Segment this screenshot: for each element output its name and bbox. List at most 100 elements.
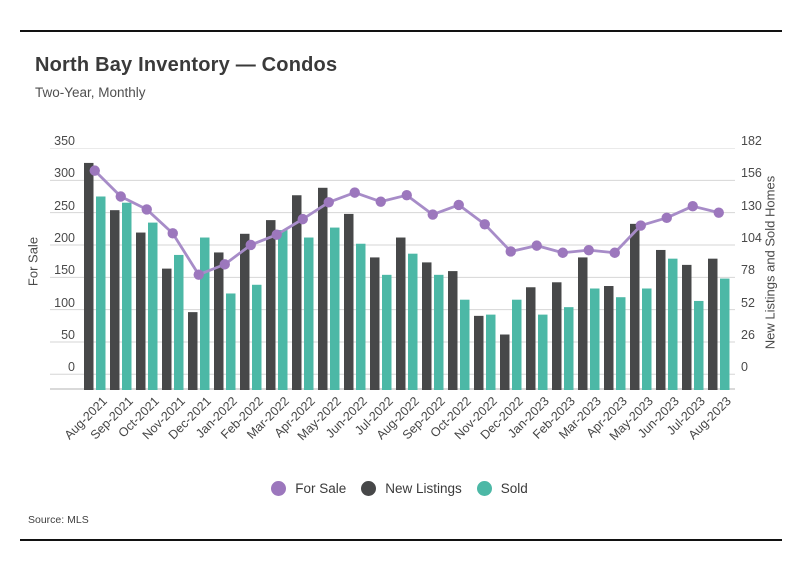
bar-new-listings-Aug-2021 bbox=[84, 162, 94, 390]
bar-sold-Jun-2022 bbox=[356, 243, 366, 390]
bar-sold-May-2022 bbox=[330, 227, 340, 390]
bar-new-listings-Dec-2021 bbox=[188, 312, 198, 390]
bar-new-listings-May-2022 bbox=[318, 187, 328, 390]
bar-new-listings-Feb-2022 bbox=[240, 233, 250, 390]
plot-area bbox=[50, 148, 735, 390]
bar-new-listings-Jan-2022 bbox=[214, 252, 224, 390]
legend-item-new-listings: New Listings bbox=[361, 481, 462, 496]
right-axis-tick-130: 130 bbox=[741, 198, 762, 213]
for-sale-point-Jan-2022 bbox=[219, 259, 230, 270]
bar-new-listings-Jan-2023 bbox=[526, 287, 536, 390]
bar-sold-May-2023 bbox=[642, 288, 652, 390]
source-note: Source: MLS bbox=[28, 514, 89, 526]
bar-sold-Nov-2022 bbox=[486, 314, 496, 390]
legend-label: For Sale bbox=[295, 481, 347, 496]
for-sale-point-Apr-2022 bbox=[297, 213, 308, 225]
bar-sold-Apr-2023 bbox=[616, 297, 626, 390]
bar-sold-Jul-2023 bbox=[694, 300, 704, 390]
for-sale-point-May-2022 bbox=[323, 197, 334, 208]
for-sale-point-Mar-2023 bbox=[583, 244, 594, 256]
for-sale-point-Jun-2023 bbox=[661, 212, 672, 224]
for-sale-point-Sep-2021 bbox=[115, 191, 126, 202]
for-sale-point-Jan-2023 bbox=[531, 240, 542, 251]
bar-new-listings-Nov-2022 bbox=[474, 315, 484, 390]
bottom-rule bbox=[20, 539, 782, 541]
for-sale-point-Oct-2022 bbox=[453, 199, 464, 211]
bar-sold-Nov-2021 bbox=[174, 254, 184, 390]
bar-new-listings-Mar-2022 bbox=[266, 220, 276, 390]
legend-dot bbox=[271, 481, 287, 496]
bar-new-listings-Jul-2023 bbox=[682, 264, 692, 390]
legend-label: Sold bbox=[500, 481, 528, 496]
bar-new-listings-Sep-2021 bbox=[110, 210, 120, 390]
for-sale-point-Jul-2022 bbox=[375, 196, 386, 207]
bar-sold-Oct-2022 bbox=[460, 299, 470, 390]
right-axis-tick-156: 156 bbox=[741, 166, 762, 181]
legend-dot bbox=[361, 481, 377, 496]
left-axis-tick-250: 250 bbox=[54, 198, 75, 213]
left-axis-tick-300: 300 bbox=[54, 166, 75, 181]
for-sale-point-Jun-2022 bbox=[349, 187, 360, 198]
bar-sold-Mar-2023 bbox=[590, 288, 600, 390]
bar-new-listings-Aug-2022 bbox=[396, 237, 406, 390]
bar-sold-Aug-2023 bbox=[720, 278, 730, 390]
bar-new-listings-Jul-2022 bbox=[370, 257, 380, 390]
bar-new-listings-Oct-2021 bbox=[136, 232, 146, 390]
for-sale-point-Nov-2022 bbox=[479, 219, 490, 230]
bar-new-listings-Nov-2021 bbox=[162, 268, 172, 390]
legend-dot bbox=[476, 481, 492, 496]
for-sale-point-May-2023 bbox=[635, 220, 646, 231]
for-sale-point-Feb-2023 bbox=[557, 247, 568, 258]
bar-sold-Aug-2021 bbox=[96, 196, 106, 390]
for-sale-line bbox=[93, 169, 720, 277]
for-sale-point-Aug-2021 bbox=[89, 165, 100, 176]
left-axis-tick-350: 350 bbox=[54, 134, 75, 148]
legend-item-sold: Sold bbox=[476, 481, 528, 496]
legend-item-for-sale: For Sale bbox=[271, 481, 346, 496]
left-axis-tick-50: 50 bbox=[61, 327, 75, 342]
bar-sold-Sep-2021 bbox=[122, 202, 132, 390]
bar-sold-Apr-2022 bbox=[304, 237, 314, 390]
bar-new-listings-Jun-2023 bbox=[656, 249, 666, 390]
bar-sold-Aug-2022 bbox=[408, 253, 418, 390]
bar-sold-Dec-2021 bbox=[200, 237, 210, 390]
left-axis-tick-200: 200 bbox=[54, 230, 75, 245]
for-sale-point-Jul-2023 bbox=[687, 200, 698, 212]
right-axis-tick-52: 52 bbox=[741, 295, 755, 310]
legend-label: New Listings bbox=[385, 481, 462, 496]
left-axis-tick-0: 0 bbox=[68, 360, 75, 375]
for-sale-point-Mar-2022 bbox=[271, 229, 282, 240]
bar-new-listings-Feb-2023 bbox=[552, 282, 562, 390]
left-axis-tick-100: 100 bbox=[54, 295, 75, 310]
right-axis-tick-78: 78 bbox=[741, 263, 755, 278]
bar-sold-Mar-2022 bbox=[278, 230, 288, 390]
bar-sold-Feb-2022 bbox=[252, 284, 262, 390]
bar-new-listings-Dec-2022 bbox=[500, 334, 510, 390]
bar-new-listings-Jun-2022 bbox=[344, 213, 354, 390]
for-sale-point-Dec-2021 bbox=[193, 269, 204, 280]
bar-new-listings-Aug-2023 bbox=[708, 258, 718, 390]
bar-new-listings-Oct-2022 bbox=[448, 271, 458, 390]
for-sale-point-Feb-2022 bbox=[245, 239, 256, 251]
for-sale-point-Aug-2023 bbox=[713, 207, 724, 218]
bar-sold-Dec-2022 bbox=[512, 299, 522, 390]
chart-title: North Bay Inventory — Condos bbox=[35, 54, 338, 76]
bar-sold-Sep-2022 bbox=[434, 274, 444, 390]
right-axis-tick-182: 182 bbox=[741, 134, 762, 148]
for-sale-point-Aug-2022 bbox=[401, 189, 412, 201]
bar-new-listings-Sep-2022 bbox=[422, 262, 432, 390]
right-axis-tick-104: 104 bbox=[741, 230, 762, 245]
for-sale-point-Dec-2022 bbox=[505, 246, 516, 257]
right-axis-tick-0: 0 bbox=[741, 360, 748, 375]
top-rule bbox=[20, 30, 782, 32]
bar-new-listings-May-2023 bbox=[630, 223, 640, 390]
bar-new-listings-Apr-2022 bbox=[292, 195, 302, 390]
bar-sold-Jul-2022 bbox=[382, 274, 392, 390]
chart-subtitle: Two-Year, Monthly bbox=[35, 85, 146, 100]
bar-sold-Oct-2021 bbox=[148, 222, 158, 390]
for-sale-point-Oct-2021 bbox=[141, 204, 152, 215]
right-axis-tick-26: 26 bbox=[741, 327, 755, 342]
for-sale-point-Sep-2022 bbox=[427, 209, 438, 220]
bar-sold-Feb-2023 bbox=[564, 307, 574, 390]
